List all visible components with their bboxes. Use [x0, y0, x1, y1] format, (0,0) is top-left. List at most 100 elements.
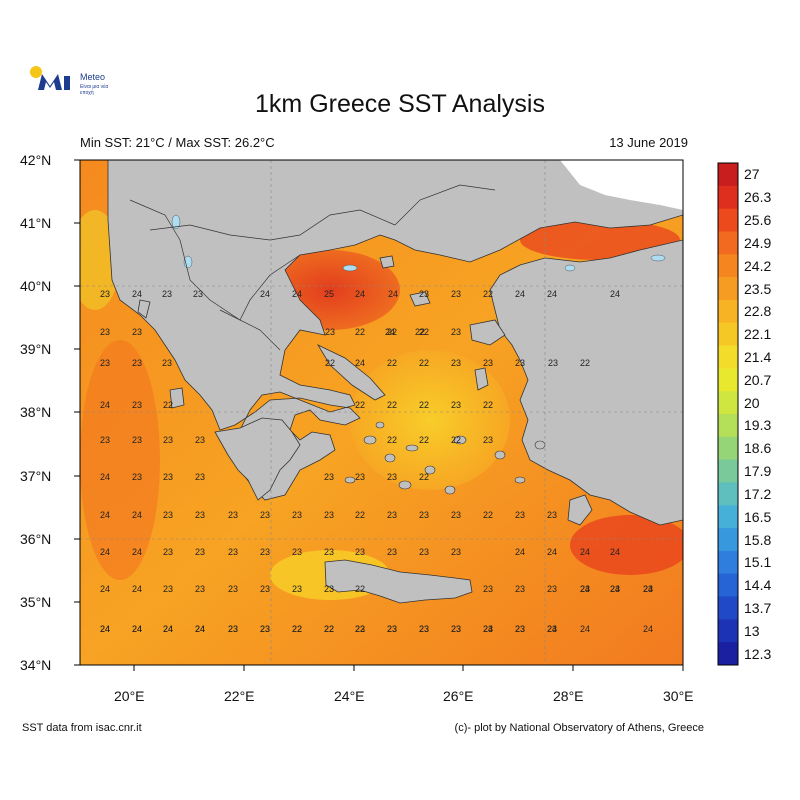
map-date: 13 June 2019 [609, 135, 688, 150]
sst-value-label: 23 [419, 510, 429, 520]
sst-value-label: 22 [387, 400, 397, 410]
colorbar-swatch [718, 322, 738, 347]
sst-value-label: 23 [325, 327, 335, 337]
colorbar-swatch [718, 642, 738, 666]
sst-value-label: 23 [163, 435, 173, 445]
sst-value-label: 22 [324, 624, 334, 634]
colorbar-swatch [718, 596, 738, 620]
colorbar-swatch [718, 482, 738, 506]
sst-value-label: 24 [355, 289, 365, 299]
sst-value-label: 23 [451, 510, 461, 520]
sst-value-label: 24 [132, 289, 142, 299]
sst-value-label: 23 [451, 624, 461, 634]
sst-value-label: 23 [483, 624, 493, 634]
sst-value-label: 22 [419, 400, 429, 410]
sst-value-label: 23 [100, 435, 110, 445]
sst-value-label: 24 [195, 624, 205, 634]
logo-m-icon [38, 74, 62, 90]
x-tick-label: 26°E [443, 688, 474, 704]
sst-value-label: 22 [387, 327, 397, 337]
sst-value-label: 22 [419, 435, 429, 445]
sst-value-label: 22 [580, 358, 590, 368]
sst-value-label: 24 [610, 584, 620, 594]
y-axis [74, 159, 80, 666]
colorbar-label: 27 [744, 166, 760, 183]
sst-value-label: 23 [419, 547, 429, 557]
sst-value-label: 23 [483, 584, 493, 594]
sst-value-label: 24 [292, 289, 302, 299]
sst-value-label: 23 [195, 547, 205, 557]
sst-value-label: 23 [195, 435, 205, 445]
sst-value-label: 23 [324, 547, 334, 557]
sea-black-sea [560, 160, 683, 210]
y-tick-label: 35°N [20, 594, 52, 610]
sst-value-label: 22 [355, 400, 365, 410]
sst-value-label: 23 [132, 472, 142, 482]
sst-value-label: 23 [547, 624, 557, 634]
sst-value-label: 23 [324, 510, 334, 520]
sst-value-label: 24 [132, 584, 142, 594]
sst-value-label: 23 [132, 358, 142, 368]
map-title: 1km Greece SST Analysis [255, 90, 545, 118]
colorbar-swatch [718, 459, 738, 483]
colorbar-swatch [718, 391, 738, 415]
colorbar-swatch [718, 550, 738, 575]
sst-value-label: 23 [451, 358, 461, 368]
sst-value-label: 23 [451, 624, 461, 634]
sst-value-label: 23 [163, 547, 173, 557]
colorbar-label: 25.6 [744, 212, 772, 229]
colorbar-label: 13.7 [744, 599, 772, 616]
sst-value-label: 24 [100, 584, 110, 594]
sst-value-label: 23 [162, 358, 172, 368]
colorbar-label: 15.8 [744, 531, 772, 548]
colorbar-swatch [718, 414, 738, 438]
sst-value-label: 22 [419, 327, 429, 337]
sst-value-label: 23 [515, 624, 525, 634]
sst-value-label: 23 [292, 584, 302, 594]
sst-value-label: 22 [292, 624, 302, 634]
sst-value-label: 23 [193, 289, 203, 299]
y-tick-label: 37°N [20, 468, 52, 484]
sst-value-label: 23 [260, 624, 270, 634]
sst-value-label: 23 [132, 400, 142, 410]
sst-value-label: 23 [228, 624, 238, 634]
logo-tagline: Είναι μια νέα εποχή [80, 84, 109, 96]
sst-value-label: 22 [355, 510, 365, 520]
sst-value-label: 23 [451, 400, 461, 410]
sst-value-label: 23 [324, 584, 334, 594]
sst-value-label: 24 [547, 624, 557, 634]
sst-value-label: 24 [580, 584, 590, 594]
colorbar-label: 22.1 [744, 326, 772, 343]
sst-value-label: 22 [483, 289, 493, 299]
sst-value-label: 23 [163, 584, 173, 594]
sst-value-label: 24 [643, 624, 653, 634]
colorbar-swatch [718, 163, 738, 187]
land-kefalonia [169, 387, 185, 409]
colorbar-swatch [718, 345, 738, 369]
x-tick-label: 22°E [224, 688, 255, 704]
y-tick-label: 40°N [20, 278, 52, 294]
land-rhodes [567, 494, 593, 526]
land-crete [324, 559, 473, 604]
logo-text: Meteo [80, 72, 106, 82]
sst-value-label: 24 [163, 624, 173, 634]
sst-value-label: 24 [132, 624, 142, 634]
sst-value-label: 24 [483, 624, 493, 634]
sst-value-label: 23 [100, 327, 110, 337]
sst-value-label: 22 [163, 400, 173, 410]
sst-value-label: 23 [515, 358, 525, 368]
sst-value-label: 24 [610, 547, 620, 557]
y-tick-label: 38°N [20, 404, 52, 420]
colorbar-frame [717, 162, 739, 666]
colorbar-swatch [718, 573, 738, 598]
sst-value-label: 24 [100, 624, 110, 634]
sst-value-label: 24 [610, 289, 620, 299]
sst-value-label: 23 [355, 472, 365, 482]
land-peloponnese [214, 417, 301, 501]
sst-value-label: 23 [419, 624, 429, 634]
y-tick-label: 39°N [20, 341, 52, 357]
sst-value-label: 23 [451, 547, 461, 557]
sst-value-label: 24 [580, 624, 590, 634]
land-lesvos [469, 319, 506, 346]
